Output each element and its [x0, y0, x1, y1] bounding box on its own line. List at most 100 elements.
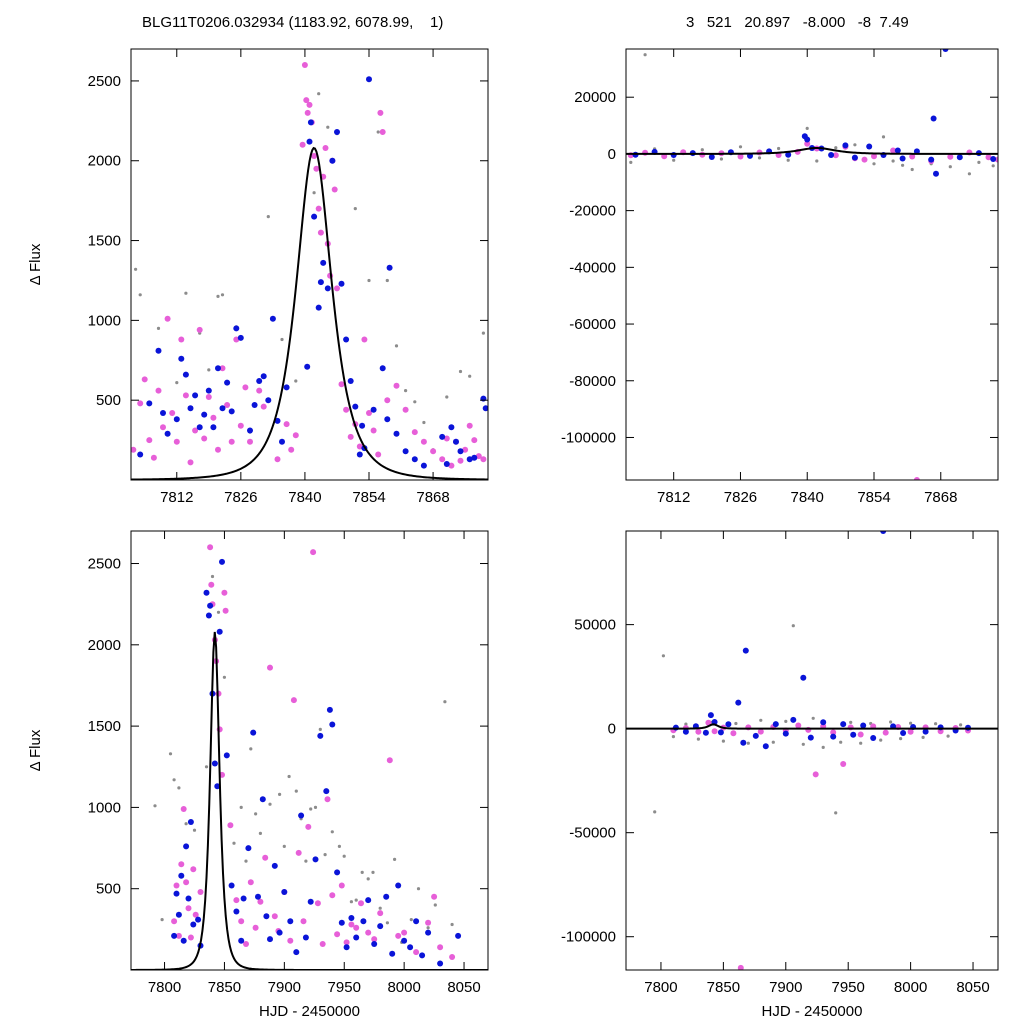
- data-point-blue: [205, 612, 212, 619]
- data-point-pink: [314, 900, 321, 907]
- data-point-gray: [901, 163, 905, 167]
- data-point-blue: [762, 743, 769, 750]
- data-point-gray: [330, 830, 334, 834]
- data-point-blue: [160, 410, 166, 416]
- data-point-gray: [354, 898, 358, 902]
- data-point-gray: [366, 877, 370, 881]
- data-point-gray: [280, 337, 284, 342]
- data-point-gray: [959, 723, 963, 727]
- data-point-pink: [338, 381, 345, 388]
- plot-area: [131, 544, 488, 970]
- plot-area: [626, 49, 998, 480]
- data-point-gray: [834, 811, 838, 815]
- data-point-pink: [449, 954, 456, 960]
- data-point-blue: [256, 378, 263, 384]
- data-point-pink: [985, 154, 992, 161]
- y-tick-label: -40000: [569, 259, 616, 276]
- data-point-gray: [696, 737, 701, 741]
- data-point-pink: [871, 153, 877, 160]
- data-point-blue: [377, 923, 384, 930]
- y-tick-label: 500: [96, 881, 121, 898]
- data-point-pink: [705, 719, 712, 726]
- data-point-blue: [326, 706, 333, 713]
- data-point-blue: [708, 154, 715, 160]
- data-point-blue: [238, 937, 245, 944]
- x-tick-label: 7840: [791, 489, 824, 506]
- data-point-gray: [294, 789, 298, 793]
- data-point-blue: [274, 417, 281, 424]
- data-point-gray: [216, 610, 221, 614]
- data-point-pink: [384, 397, 391, 404]
- data-point-pink: [221, 589, 228, 596]
- data-point-gray: [337, 844, 341, 849]
- data-point-blue: [237, 334, 244, 341]
- data-point-gray: [287, 774, 291, 779]
- data-point-pink: [322, 145, 329, 151]
- data-point-blue: [782, 730, 789, 737]
- data-point-pink: [334, 285, 340, 292]
- data-point-pink: [178, 336, 185, 343]
- data-point-pink: [295, 849, 302, 856]
- data-point-blue: [269, 315, 276, 322]
- data-point-gray: [445, 395, 449, 399]
- x-tick-label: 7950: [832, 979, 865, 996]
- data-point-blue: [820, 719, 827, 726]
- plot-area: [131, 62, 488, 480]
- data-point-pink: [947, 153, 954, 160]
- data-point-blue: [443, 461, 450, 467]
- x-tick-label: 8000: [387, 979, 420, 996]
- data-point-pink: [353, 924, 360, 931]
- data-point-pink: [271, 913, 278, 920]
- y-tick-label: 1000: [88, 312, 121, 329]
- data-point-pink: [882, 729, 889, 736]
- data-point-blue: [203, 589, 210, 596]
- data-point-gray: [192, 828, 197, 832]
- data-point-pink: [737, 964, 744, 970]
- data-point-gray: [946, 734, 950, 738]
- data-point-blue: [187, 405, 194, 412]
- data-point-gray: [134, 267, 138, 271]
- data-point-blue: [283, 384, 290, 391]
- data-point-gray: [834, 146, 838, 150]
- data-point-pink: [207, 544, 214, 551]
- data-point-gray: [393, 857, 397, 862]
- data-point-gray: [468, 374, 472, 378]
- data-point-pink: [315, 205, 322, 212]
- data-point-blue: [407, 944, 414, 951]
- figure-title-right: 3 521 20.897 -8.000 -8 7.49: [686, 14, 909, 31]
- data-point-blue: [240, 895, 247, 902]
- data-point-blue: [215, 365, 221, 372]
- data-point-blue: [425, 929, 432, 936]
- data-point-pink: [187, 934, 194, 941]
- data-point-gray: [891, 159, 895, 163]
- data-point-pink: [795, 722, 802, 729]
- data-point-gray: [184, 291, 188, 295]
- data-point-blue: [419, 952, 426, 959]
- data-point-pink: [182, 392, 189, 399]
- data-point-gray: [342, 854, 346, 858]
- data-point-gray: [700, 148, 704, 152]
- data-point-blue: [317, 732, 324, 739]
- data-point-pink: [238, 918, 245, 925]
- plot-frame: [130, 530, 489, 971]
- data-point-gray: [204, 765, 209, 769]
- y-tick-label: -100000: [561, 429, 616, 446]
- data-point-pink: [256, 387, 263, 394]
- data-point-gray: [153, 804, 157, 808]
- data-point-pink: [210, 414, 217, 421]
- data-point-pink: [804, 140, 811, 147]
- data-point-gray: [734, 721, 738, 726]
- panel-bottom-right: 7800 7850 7900 7950 8000 8050 50000 0 -50000 -100…: [561, 530, 999, 1020]
- data-point-pink: [233, 897, 240, 904]
- data-point-blue: [219, 558, 225, 565]
- data-point-pink: [386, 757, 393, 764]
- data-point-pink: [155, 387, 162, 394]
- x-tick-label: 7850: [707, 979, 740, 996]
- data-point-pink: [224, 402, 231, 408]
- data-point-blue: [324, 285, 331, 292]
- data-point-pink: [274, 456, 281, 463]
- data-point-gray: [921, 735, 925, 740]
- data-point-gray: [801, 742, 805, 746]
- x-tick-label: 8050: [956, 979, 989, 996]
